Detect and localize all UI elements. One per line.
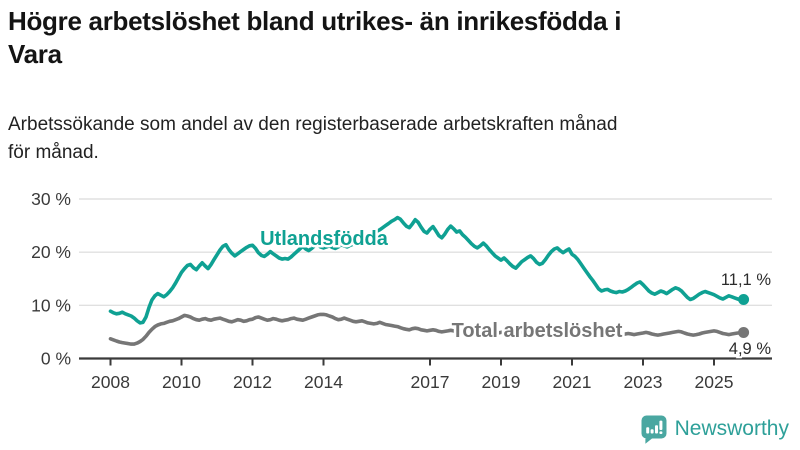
series-label-total: Total arbetslöshet: [452, 320, 623, 342]
series-end-dot-0: [738, 293, 750, 305]
x-tick-label-2012: 2012: [233, 372, 272, 392]
x-tick-label-2014: 2014: [304, 372, 343, 392]
series-label-utlandsfodda: Utlandsfödda: [260, 228, 389, 250]
chart-title-line1: Högre arbetslöshet bland utrikes- än inr…: [8, 6, 622, 36]
x-tick-label-2010: 2010: [162, 372, 201, 392]
end-value-label-total: 4,9 %: [729, 340, 772, 358]
chart-title-line2: Vara: [8, 38, 62, 69]
x-tick-label-2025: 2025: [695, 372, 734, 392]
newsworthy-icon: [641, 415, 667, 444]
x-tick-label-2019: 2019: [482, 372, 521, 392]
bar-chart-glyph: [645, 420, 663, 434]
chart-subtitle-line1: Arbetssökande som andel av den registerb…: [8, 114, 618, 135]
series-line-1: [108, 312, 746, 346]
x-axis: 2008 2010 2012 2014 2017 2019 2021 2023 2025: [79, 357, 772, 392]
series-line-0: [108, 215, 746, 325]
gridlines: [79, 198, 772, 307]
y-tick-label-30: 30 %: [31, 189, 71, 209]
series-end-dot-1: [738, 326, 750, 338]
end-value-label-utlandsfodda: 11,1 %: [721, 271, 771, 289]
chart-subtitle: Arbetssökande som andel av den registerb…: [8, 111, 796, 166]
y-tick-label-20: 20 %: [31, 242, 71, 262]
speech-bubble-fill: [641, 415, 667, 444]
y-tick-label-10: 10 %: [31, 295, 71, 315]
chart-title: Högre arbetslöshet bland utrikes- än inr…: [8, 5, 796, 71]
line-series: [108, 215, 750, 346]
x-tick-label-2023: 2023: [624, 372, 663, 392]
chart-subtitle-line2: för månad.: [8, 141, 99, 163]
chart-labels: 0 % 10 % 20 % 30 % Utlandsfödda Total arbetsl…: [31, 189, 773, 369]
newsworthy-wordmark: Newsworthy: [674, 417, 789, 440]
x-tick-label-2017: 2017: [411, 372, 450, 392]
y-tick-label-0: 0 %: [41, 349, 71, 369]
x-tick-label-2008: 2008: [91, 372, 130, 392]
x-tick-label-2021: 2021: [553, 372, 592, 392]
newsworthy-logo[interactable]: Newsworthy: [640, 414, 789, 444]
